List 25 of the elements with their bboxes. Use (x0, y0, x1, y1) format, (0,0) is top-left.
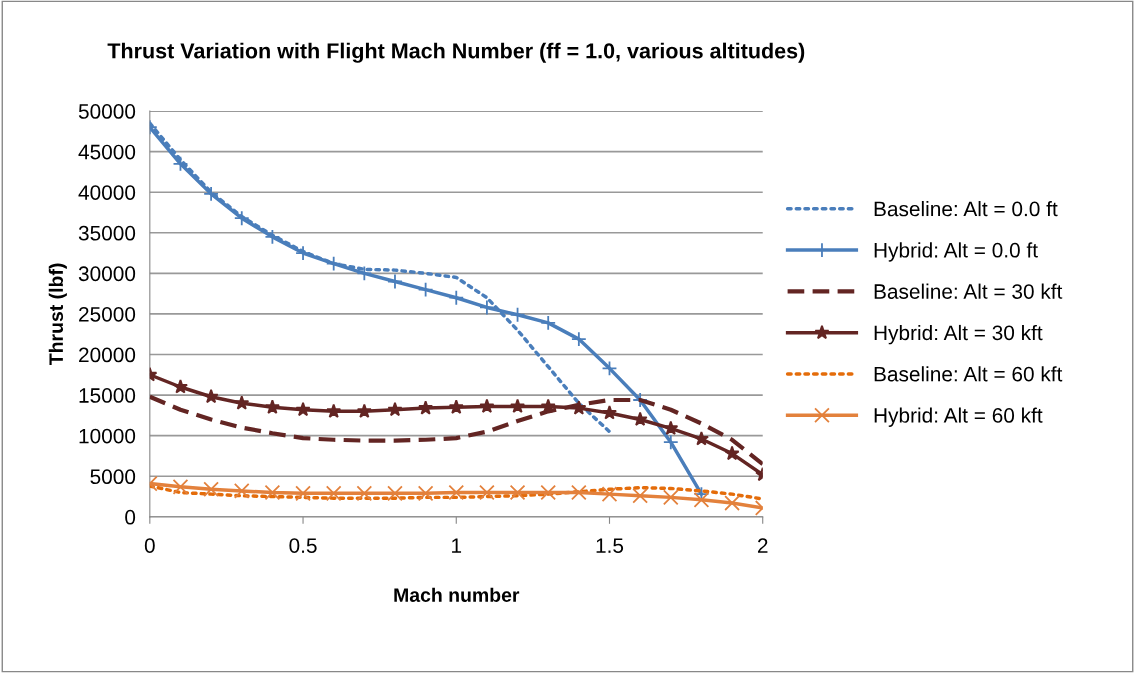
y-tick-label: 45000 (78, 144, 136, 160)
y-axis-title: Thrust (lbf) (48, 263, 67, 366)
x-tick-label: 0.5 (289, 538, 317, 553)
y-tick-label: 50000 (78, 104, 136, 119)
x-axis-title: Mach number (394, 587, 520, 602)
x-tick-label: 2 (757, 538, 768, 553)
y-tick-label: 5000 (90, 469, 136, 485)
x-tick-label: 0 (144, 538, 155, 553)
y-tick-label: 10000 (79, 428, 136, 444)
legend-label: Baseline: Alt = 60 kft (874, 366, 1063, 382)
legend-label: Hybrid: Alt = 30 kft (874, 324, 1043, 345)
y-tick-label: 25000 (79, 306, 136, 322)
legend-label: Baseline: Alt = 0.0 ft (874, 201, 1058, 217)
x-tick-label: 1.5 (596, 538, 624, 553)
x-tick-label: 1 (452, 538, 462, 553)
legend-label: Hybrid: Alt = 60 kft (874, 407, 1043, 427)
y-tick-label: 0 (125, 509, 136, 525)
y-tick-label: 30000 (78, 266, 136, 282)
legend-label: Hybrid: Alt = 0.0 ft (874, 242, 1038, 262)
y-tick-label: 15000 (79, 388, 136, 403)
chart-title: Thrust Variation with Flight Mach Number (ff = 1.0, various altitudes) (107, 42, 805, 63)
y-tick-label: 35000 (78, 225, 136, 241)
y-tick-label: 40000 (78, 185, 136, 200)
legend-label: Baseline: Alt = 30 kft (874, 283, 1063, 299)
y-tick-label: 20000 (79, 347, 136, 363)
